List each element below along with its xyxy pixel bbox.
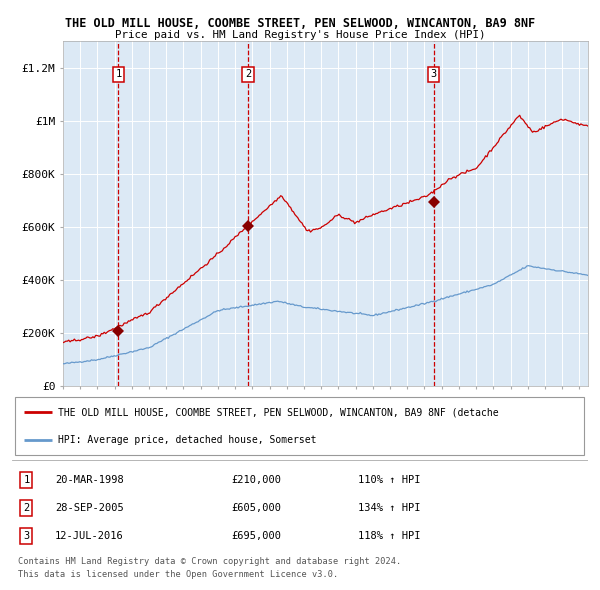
Text: £605,000: £605,000 <box>231 503 281 513</box>
Text: 28-SEP-2005: 28-SEP-2005 <box>55 503 124 513</box>
Text: 134% ↑ HPI: 134% ↑ HPI <box>358 503 420 513</box>
Text: This data is licensed under the Open Government Licence v3.0.: This data is licensed under the Open Gov… <box>18 570 338 579</box>
Text: HPI: Average price, detached house, Somerset: HPI: Average price, detached house, Some… <box>58 435 317 445</box>
Text: 3: 3 <box>23 531 29 541</box>
Text: 118% ↑ HPI: 118% ↑ HPI <box>358 531 420 541</box>
Text: THE OLD MILL HOUSE, COOMBE STREET, PEN SELWOOD, WINCANTON, BA9 8NF (detache: THE OLD MILL HOUSE, COOMBE STREET, PEN S… <box>58 407 499 417</box>
Text: 20-MAR-1998: 20-MAR-1998 <box>55 475 124 485</box>
Text: 1: 1 <box>23 475 29 485</box>
Text: £210,000: £210,000 <box>231 475 281 485</box>
Text: 3: 3 <box>430 70 437 80</box>
Text: £695,000: £695,000 <box>231 531 281 541</box>
Text: 110% ↑ HPI: 110% ↑ HPI <box>358 475 420 485</box>
Text: 2: 2 <box>245 70 251 80</box>
Text: Contains HM Land Registry data © Crown copyright and database right 2024.: Contains HM Land Registry data © Crown c… <box>18 557 401 566</box>
Text: 2: 2 <box>23 503 29 513</box>
FancyBboxPatch shape <box>15 397 584 455</box>
Text: 1: 1 <box>115 70 122 80</box>
Text: Price paid vs. HM Land Registry's House Price Index (HPI): Price paid vs. HM Land Registry's House … <box>115 30 485 40</box>
Text: THE OLD MILL HOUSE, COOMBE STREET, PEN SELWOOD, WINCANTON, BA9 8NF: THE OLD MILL HOUSE, COOMBE STREET, PEN S… <box>65 17 535 30</box>
Text: 12-JUL-2016: 12-JUL-2016 <box>55 531 124 541</box>
